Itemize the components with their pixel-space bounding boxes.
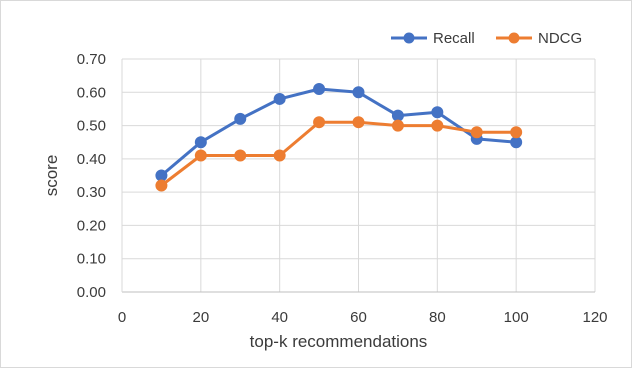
x-tick-label-1: 20 — [192, 309, 209, 326]
data-point-ndcg-8 — [470, 126, 483, 139]
y-tick-label-0: 0.00 — [77, 284, 106, 301]
data-point-recall-0 — [155, 169, 168, 182]
data-point-recall-4 — [313, 82, 326, 95]
data-point-recall-2 — [234, 112, 247, 125]
data-point-recall-7 — [431, 106, 444, 119]
y-tick-label-1: 0.10 — [77, 251, 106, 268]
legend-marker-ndcg — [508, 32, 520, 44]
data-point-recall-9 — [510, 136, 523, 149]
x-axis-title: top-k recommendations — [250, 332, 428, 351]
x-tick-label-6: 120 — [582, 309, 607, 326]
x-tick-label-2: 40 — [271, 309, 288, 326]
data-point-ndcg-1 — [194, 149, 207, 162]
data-point-ndcg-4 — [313, 116, 326, 129]
data-point-recall-6 — [391, 109, 404, 122]
y-tick-label-4: 0.40 — [77, 151, 106, 168]
data-point-ndcg-9 — [510, 126, 523, 139]
series-line-recall — [159, 87, 518, 177]
legend-label-recall: Recall — [433, 30, 475, 47]
y-tick-label-3: 0.30 — [77, 184, 106, 201]
data-point-ndcg-7 — [431, 119, 444, 132]
data-point-recall-5 — [352, 86, 365, 99]
data-point-ndcg-3 — [273, 149, 286, 162]
y-tick-label-5: 0.50 — [77, 118, 106, 135]
y-tick-label-7: 0.70 — [77, 51, 106, 68]
data-point-ndcg-2 — [234, 149, 247, 162]
legend-marker-recall — [403, 32, 415, 44]
data-point-ndcg-0 — [155, 179, 168, 192]
axes — [121, 59, 595, 293]
data-point-ndcg-5 — [352, 116, 365, 129]
y-tick-label-2: 0.20 — [77, 217, 106, 234]
y-axis-title: score — [42, 155, 61, 197]
data-point-recall-1 — [194, 136, 207, 149]
legend: Recall NDCG — [391, 30, 582, 47]
x-tick-label-3: 60 — [350, 309, 367, 326]
data-point-recall-3 — [273, 92, 286, 105]
x-tick-label-0: 0 — [118, 309, 126, 326]
x-tick-label-5: 100 — [504, 309, 529, 326]
series — [155, 82, 523, 192]
y-tick-label-6: 0.60 — [77, 84, 106, 101]
data-point-ndcg-6 — [391, 119, 404, 132]
x-tick-label-4: 80 — [429, 309, 446, 326]
tick-labels: 0.00 0.10 0.20 0.30 0.40 0.50 0.60 0.70 0 20 40 60 8… — [77, 51, 608, 326]
legend-label-ndcg: NDCG — [538, 30, 582, 47]
series-line-ndcg — [159, 120, 518, 187]
